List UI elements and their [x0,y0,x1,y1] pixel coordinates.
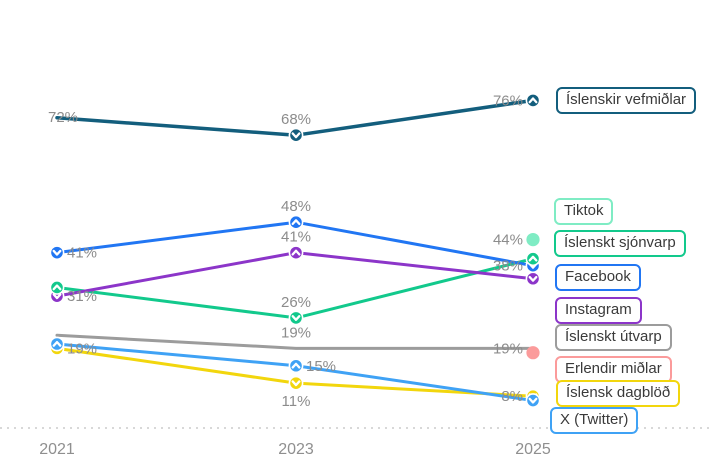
value-label-facebook-2021: 41% [67,245,97,262]
value-label-tiktok-2025: 44% [493,232,523,249]
marker-instagram-2025 [525,271,541,287]
value-label-facebook-2025: 38% [493,258,523,275]
chevron-down-icon [291,315,301,321]
value-label-vefmidlar-2025: 76% [493,92,523,109]
marker-instagram-2023 [288,245,304,261]
marker-facebook-2021 [49,245,65,261]
circle-marker [525,93,541,108]
circle-marker [288,214,304,230]
marker-vefmidlar-2025 [525,93,541,108]
value-label-utvarp-2023: 19% [281,324,311,341]
legend-x[interactable]: X (Twitter) [550,407,639,434]
chevron-up-icon [291,362,301,369]
dot-marker [526,346,540,360]
value-label-instagram-2021: 31% [67,288,97,305]
marker-sjonvarp-2023 [288,310,304,326]
chevron-down-icon [528,397,538,404]
circle-marker [288,310,304,326]
marker-dagblod-2023 [288,375,304,391]
marker-x-2025 [525,393,541,408]
chevron-down-icon [52,293,62,300]
value-label-sjonvarp-2023: 26% [281,294,311,311]
legend-tiktok[interactable]: Tiktok [554,198,614,225]
marker-vefmidlar-2023 [288,127,304,143]
value-label-x-2023: 15% [306,358,336,375]
chevron-up-icon [528,255,538,262]
circle-marker [288,375,304,391]
x-tick-2021: 2021 [39,441,75,458]
marker-erlendir-2025 [526,346,540,360]
marker-x-2023 [288,358,304,374]
chevron-up-icon [52,340,62,347]
circle-marker [288,127,304,143]
marker-sjonvarp-2025 [525,251,541,267]
value-label-instagram-2023: 41% [281,229,311,246]
circle-marker [49,280,65,295]
dot-marker [526,233,540,247]
value-label-facebook-2023: 48% [281,198,311,215]
chevron-down-icon [291,380,301,387]
chevron-down-icon [52,249,62,256]
circle-marker [49,336,65,352]
legend-vefmidlar[interactable]: Íslenskir vefmiðlar [556,87,697,114]
marker-x-2021 [49,336,65,352]
chevron-up-icon [291,249,301,256]
legend-dagblod[interactable]: Íslensk dagblöð [556,380,681,407]
circle-marker [49,245,65,261]
marker-sjonvarp-2021 [49,280,65,295]
legend-sjonvarp[interactable]: Íslenskt sjónvarp [554,230,686,257]
circle-marker [288,245,304,261]
circle-marker [525,271,541,287]
legend-facebook[interactable]: Facebook [555,264,641,291]
value-label-vefmidlar-2023: 68% [281,111,311,128]
value-label-dagblod-2025: 8% [501,388,523,405]
value-label-dagblod-2021: 19% [67,340,97,357]
legend-erlendir[interactable]: Erlendir miðlar [555,356,672,383]
value-label-vefmidlar-2021: 72% [48,109,78,126]
marker-tiktok-2025 [526,233,540,247]
chevron-down-icon [291,132,301,139]
value-label-utvarp-2025: 19% [493,340,523,357]
chevron-up-icon [528,97,538,104]
x-tick-2023: 2023 [278,441,314,458]
circle-marker [288,358,304,374]
chevron-up-icon [291,219,301,226]
legend-utvarp[interactable]: Íslenskt útvarp [555,324,672,351]
circle-marker [525,393,541,408]
x-tick-2025: 2025 [515,441,551,458]
series-line-utvarp [55,333,535,350]
marker-facebook-2023 [288,214,304,230]
legend-instagram[interactable]: Instagram [555,297,642,324]
chevron-down-icon [528,275,538,282]
circle-marker [525,251,541,267]
chevron-up-icon [52,284,62,291]
value-label-dagblod-2023: 11% [282,393,311,410]
